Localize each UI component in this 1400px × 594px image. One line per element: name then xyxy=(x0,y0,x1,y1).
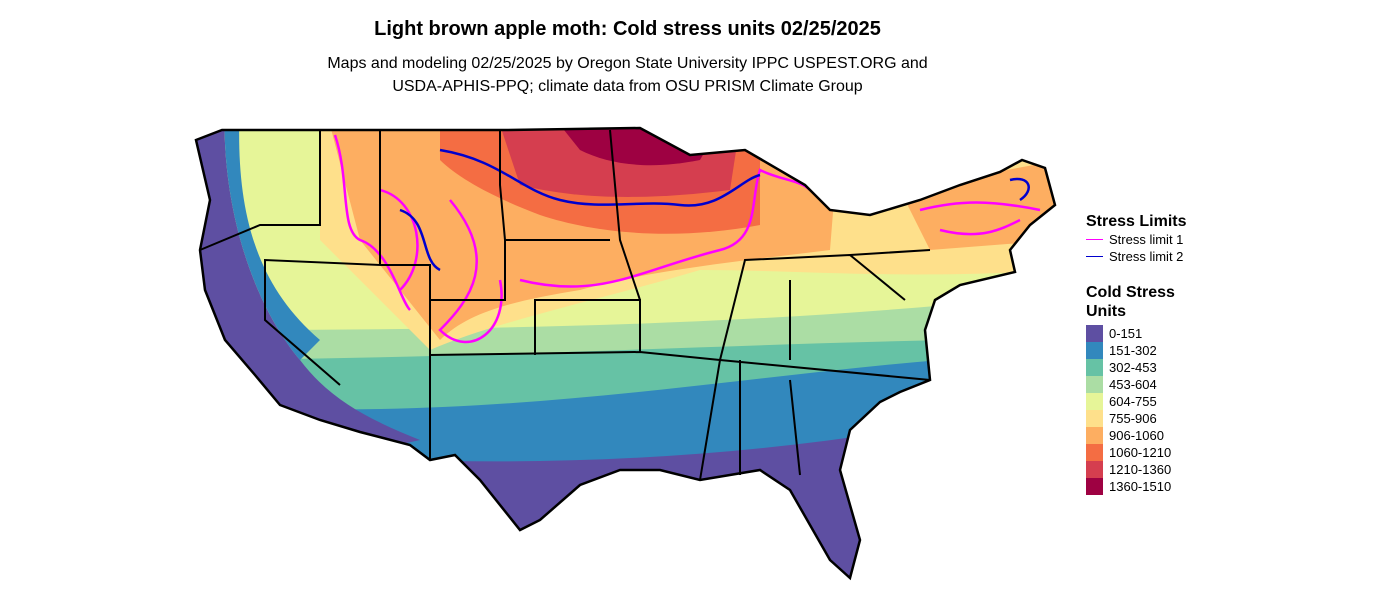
map-title: Light brown apple moth: Cold stress unit… xyxy=(374,18,881,40)
stress-limit-2 xyxy=(399,148,1030,272)
legend-item: 604-755 xyxy=(1086,393,1206,410)
legend-swatch xyxy=(1086,478,1103,495)
legend-item: 906-1060 xyxy=(1086,427,1206,444)
stress-zone xyxy=(900,160,1055,250)
legend-item: 151-302 xyxy=(1086,342,1206,359)
legend-cold-stress: Cold Stress Units 0-151 151-302 302-453 453… xyxy=(1086,283,1206,495)
subtitle: USDA-APHIS-PPQ; climate data from OSU PR… xyxy=(392,78,863,95)
legend-label: 453-604 xyxy=(1109,377,1157,392)
legend-item: 755-906 xyxy=(1086,410,1206,427)
legend-label: 906-1060 xyxy=(1109,428,1164,443)
legend-stress-limits: Stress Limits Stress limit 1 Stress limit… xyxy=(1086,212,1206,265)
subtitle: Maps and modeling 02/25/2025 by Oregon S… xyxy=(327,55,928,72)
legend-label: 755-906 xyxy=(1109,411,1157,426)
map xyxy=(194,126,1057,580)
legend-label: 1360-1510 xyxy=(1109,479,1172,494)
legend-label: 0-151 xyxy=(1109,326,1143,341)
legend-label: 1060-1210 xyxy=(1109,445,1172,460)
legend-swatch xyxy=(1086,393,1103,410)
legend-swatch xyxy=(1086,461,1103,478)
legend-item: Stress limit 2 xyxy=(1086,248,1206,265)
legend-label: Stress limit 2 xyxy=(1109,249,1184,264)
legend-item: 1360-1510 xyxy=(1086,478,1206,495)
legend-label: 604-755 xyxy=(1109,394,1157,409)
legend-item: 453-604 xyxy=(1086,376,1206,393)
legend-label: Stress limit 1 xyxy=(1109,232,1184,247)
legend-swatch xyxy=(1086,359,1103,376)
legend-swatch xyxy=(1086,342,1103,359)
legend-swatch xyxy=(1086,410,1103,427)
legend-line xyxy=(1086,238,1103,241)
legend-item: 1060-1210 xyxy=(1086,444,1206,461)
legend-swatch xyxy=(1086,444,1103,461)
stress-limit-1 xyxy=(333,134,1041,344)
legend-swatch xyxy=(1086,325,1103,342)
legend-title: Stress Limits xyxy=(1086,213,1187,230)
stress-zone xyxy=(224,128,320,360)
legend-label: 151-302 xyxy=(1109,343,1157,358)
legend-item: Stress limit 1 xyxy=(1086,231,1206,248)
legend-swatch xyxy=(1086,427,1103,444)
legend-swatch xyxy=(1086,376,1103,393)
legend-label: 1210-1360 xyxy=(1109,462,1172,477)
legend-item: 1210-1360 xyxy=(1086,461,1206,478)
legend-item: 0-151 xyxy=(1086,325,1206,342)
legend-line xyxy=(1086,255,1103,258)
legend-label: 302-453 xyxy=(1109,360,1157,375)
legend-title: Cold Stress Units xyxy=(1086,284,1175,320)
legend-item: 302-453 xyxy=(1086,359,1206,376)
